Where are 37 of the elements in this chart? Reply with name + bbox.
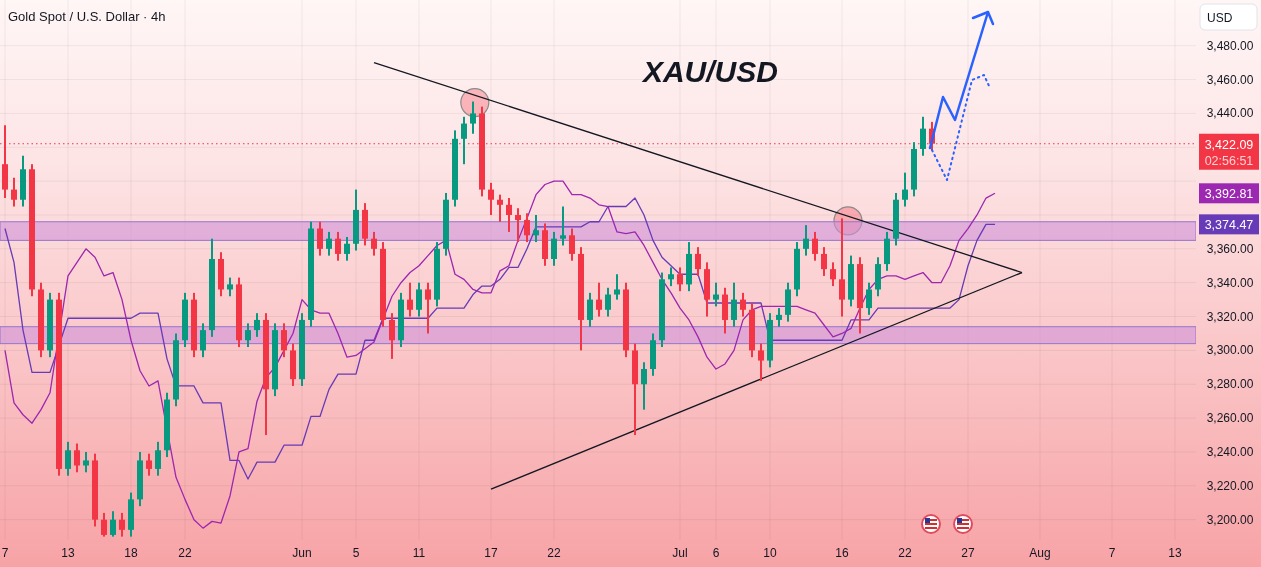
x-tick-label: 22 (178, 546, 192, 560)
y-axis-title: USD (1207, 11, 1233, 25)
y-tick-label: 3,300.00 (1206, 343, 1254, 358)
text: XAU/USD (640, 55, 778, 88)
y-tick-label: 3,200.00 (1206, 512, 1254, 527)
x-tick-label: 18 (124, 546, 138, 560)
ref-line-label: 3,422.09 (1204, 137, 1254, 152)
y-tick-label: 3,440.00 (1206, 106, 1254, 121)
y-tick-label: 3,320.00 (1206, 309, 1254, 324)
x-tick-label: 22 (898, 546, 912, 560)
x-tick-label: 27 (961, 546, 975, 560)
x-tick-label: 22 (547, 546, 561, 560)
y-tick-label: 3,480.00 (1206, 38, 1254, 53)
y-tick-label: 3,280.00 (1206, 377, 1254, 392)
x-tick-label: 5 (352, 546, 360, 560)
text: 3,374.47 (1204, 218, 1254, 233)
x-tick-label: 11 (412, 546, 426, 560)
x-tick-label: 7 (1, 546, 9, 560)
x-tick-label: 7 (1108, 546, 1116, 560)
x-tick-label: 13 (1168, 546, 1182, 560)
y-tick-label: 3,260.00 (1206, 411, 1254, 426)
y-tick-label: 3,340.00 (1206, 275, 1254, 290)
x-tick-label: Aug (1029, 546, 1051, 560)
x-tick-label: Jun (292, 546, 312, 560)
y-tick-label: 3,240.00 (1206, 444, 1254, 459)
x-tick-label: 16 (835, 546, 849, 560)
x-tick-label: 10 (763, 546, 777, 560)
text: 02:56:51 (1204, 153, 1254, 168)
y-tick-label: 3,220.00 (1206, 478, 1254, 493)
x-tick-label: 13 (61, 546, 75, 560)
x-tick-label: Jul (672, 546, 688, 560)
y-tick-label: 3,460.00 (1206, 72, 1254, 87)
x-tick-label: 17 (484, 546, 498, 560)
y-tick-label: 3,360.00 (1206, 241, 1254, 256)
x-tick-label: 6 (712, 546, 720, 560)
text: 3,392.81 (1204, 187, 1254, 202)
text: Gold Spot / U.S. Dollar · 4h (8, 9, 166, 24)
